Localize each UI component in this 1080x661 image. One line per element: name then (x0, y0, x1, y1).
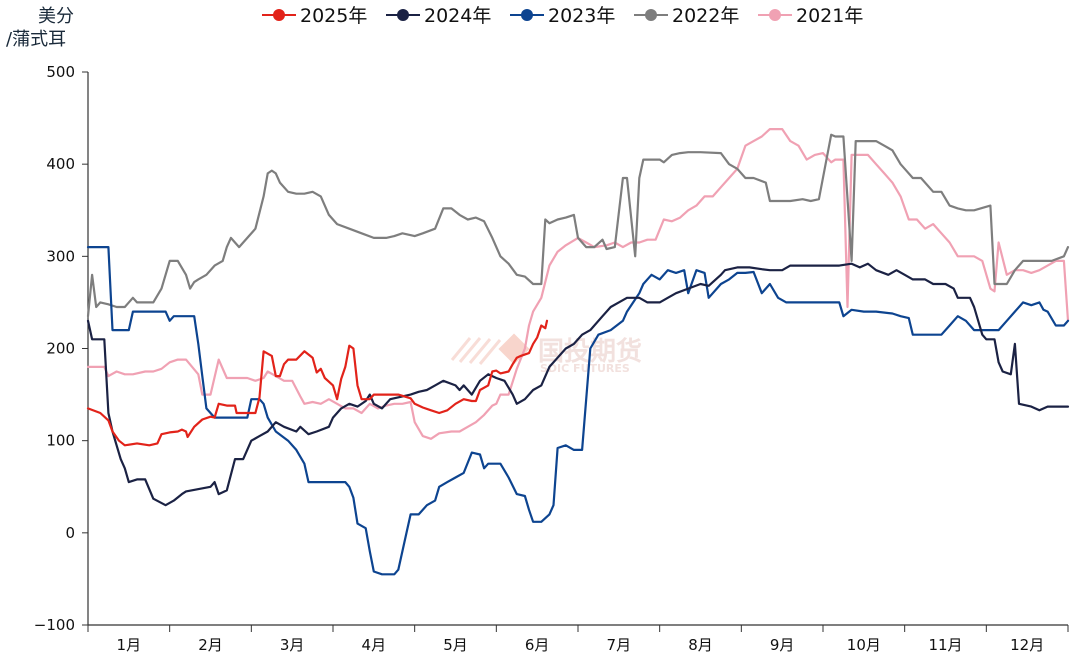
x-tick-label: 12月 (1010, 636, 1044, 654)
legend: 2025年 2024年 2023年 2022年 2021年 (262, 5, 863, 27)
series-line-2024年 (86, 262, 1070, 507)
legend-label: 2023年 (548, 5, 615, 27)
x-tick-label: 9月 (770, 636, 795, 654)
series-line-2025年 (86, 319, 549, 447)
legend-label: 2022年 (672, 5, 739, 27)
x-tick-label: 6月 (525, 636, 550, 654)
legend-marker (769, 9, 781, 21)
x-tick-label: 10月 (847, 636, 881, 654)
x-tick-label: 8月 (688, 636, 713, 654)
y-tick-label: 400 (46, 155, 75, 173)
y-tick-label: 500 (46, 63, 75, 81)
legend-label: 2024年 (424, 5, 491, 27)
y-tick-label: 100 (46, 432, 75, 450)
legend-label: 2021年 (796, 5, 863, 27)
watermark-icon (450, 333, 530, 365)
x-tick-label: 5月 (443, 636, 468, 654)
legend-marker (645, 9, 657, 21)
y-tick-label: 300 (46, 247, 75, 265)
y-unit-label-line2: /蒲式耳 (6, 29, 66, 50)
series-line-2022年 (86, 133, 1070, 318)
watermark-logo: 国投期货 SDIC FUTURES (450, 333, 642, 375)
series-line-2021年 (86, 128, 1070, 440)
legend-item: 2025年 (262, 5, 367, 27)
y-unit-label-line1: 美分 (38, 6, 74, 27)
axes: −100 0 100 200 300 400 500 1月 2月 3月 4月 5月 6月 7月 8月 9月 10… (34, 63, 1069, 654)
legend-marker (273, 9, 285, 21)
series-layer (86, 128, 1070, 576)
legend-label: 2025年 (300, 5, 367, 27)
legend-marker (521, 9, 533, 21)
y-tick-label: 0 (65, 524, 75, 542)
legend-item: 2023年 (510, 5, 615, 27)
x-tick-label: 11月 (928, 636, 962, 654)
watermark-en: SDIC FUTURES (540, 362, 630, 375)
legend-item: 2024年 (386, 5, 491, 27)
y-tick-label: −100 (34, 616, 75, 634)
y-tick-label: 200 (46, 340, 75, 358)
legend-marker (397, 9, 409, 21)
x-tick-label: 7月 (607, 636, 632, 654)
x-tick-label: 2月 (198, 636, 223, 654)
x-tick-label: 1月 (117, 636, 142, 654)
x-tick-label: 3月 (280, 636, 305, 654)
legend-item: 2021年 (758, 5, 863, 27)
series-line-2023年 (86, 246, 1070, 576)
legend-item: 2022年 (634, 5, 739, 27)
x-tick-label: 4月 (362, 636, 387, 654)
